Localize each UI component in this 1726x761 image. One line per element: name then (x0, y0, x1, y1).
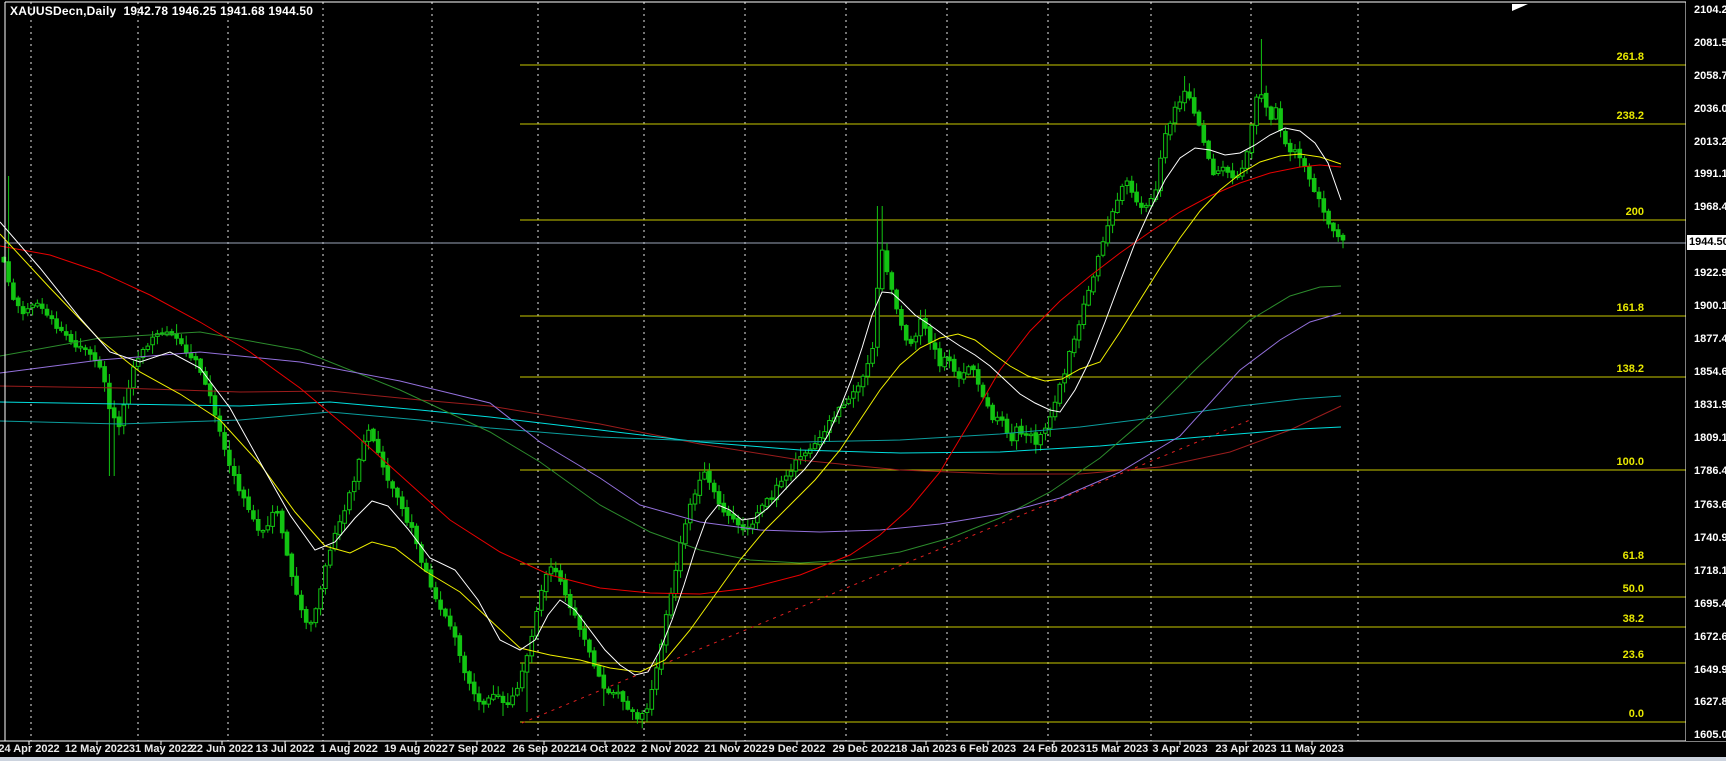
fib-level-label: 23.6 (1622, 649, 1644, 661)
price-axis-label: 1605.05 (1694, 729, 1726, 741)
time-axis-label: 26 Sep 2022 (512, 743, 576, 755)
fibonacci-lines[interactable] (520, 64, 1686, 723)
time-axis-label: 31 May 2022 (128, 743, 194, 755)
ma-aqua[interactable] (0, 401, 1342, 454)
time-axis-label: 29 Dec 2022 (832, 743, 896, 755)
time-axis-label: 11 May 2023 (1280, 743, 1344, 755)
window-bottom-strip (0, 757, 1726, 761)
time-axis-label: 22 Jun 2022 (190, 743, 254, 755)
fib-level-label: 61.8 (1622, 550, 1644, 562)
fib-level-label: 100.0 (1616, 456, 1644, 468)
price-axis-label: 2081.50 (1694, 37, 1726, 49)
price-axis-label: 2058.75 (1694, 70, 1726, 82)
price-axis-label: 1786.40 (1694, 465, 1726, 477)
fib-level-label: 50.0 (1622, 583, 1644, 595)
ma-green-slow[interactable] (0, 285, 1342, 564)
fib-level-label: 261.8 (1616, 51, 1644, 63)
ohlc-readout: 1942.78 1946.25 1941.68 1944.50 (123, 4, 314, 18)
price-axis-label: 1922.90 (1694, 267, 1726, 279)
time-axis-label: 12 May 2022 (64, 743, 130, 755)
price-axis-label: 2036.00 (1694, 103, 1726, 115)
price-axis-label: 1831.90 (1694, 399, 1726, 411)
time-axis-label: 9 Dec 2022 (768, 743, 826, 755)
time-axis-label: 19 Aug 2022 (384, 743, 448, 755)
fib-level-label: 200 (1625, 206, 1644, 218)
price-axis[interactable] (1686, 0, 1726, 741)
trendline[interactable] (521, 419, 1251, 724)
fib-level-label: 161.8 (1616, 302, 1644, 314)
price-axis-label: 1740.90 (1694, 532, 1726, 544)
time-axis-label: 6 Feb 2023 (959, 743, 1017, 755)
ma-purple[interactable] (0, 312, 1342, 533)
price-axis-label: 1968.40 (1694, 201, 1726, 213)
chart-shift-marker-icon[interactable] (1512, 4, 1528, 11)
fib-level-label: 238.2 (1616, 110, 1644, 122)
time-axis-label: 18 Jan 2023 (895, 743, 957, 755)
fib-level-label: 138.2 (1616, 363, 1644, 375)
fib-level-label: 0.0 (1628, 708, 1644, 720)
price-axis-label: 1627.80 (1694, 696, 1726, 708)
price-axis-label: 1991.15 (1694, 168, 1726, 180)
chart-title: XAUUSDecn,Daily 1942.78 1946.25 1941.68 … (10, 4, 313, 18)
time-axis-label: 24 Apr 2022 (0, 743, 60, 755)
symbol-timeframe-label: XAUUSDecn,Daily (10, 4, 117, 18)
price-axis-label: 1877.40 (1694, 333, 1726, 345)
price-axis-label: 1809.15 (1694, 432, 1726, 444)
price-axis-label: 1672.65 (1694, 631, 1726, 643)
time-axis-label: 3 Apr 2023 (1152, 743, 1208, 755)
time-axis-label: 7 Sep 2022 (448, 743, 506, 755)
bear-candle-bodies (1, 91, 1346, 720)
moving-average-lines (0, 127, 1342, 676)
price-axis-label: 2104.25 (1694, 4, 1726, 16)
time-axis-label: 2 Nov 2022 (641, 743, 699, 755)
price-axis-label: 1718.15 (1694, 565, 1726, 577)
ma-red[interactable] (0, 164, 1342, 595)
ma-yellow[interactable] (0, 153, 1342, 673)
time-axis-label: 21 Nov 2022 (704, 743, 768, 755)
candlestick-series (1, 39, 1346, 729)
time-axis-label: 23 Apr 2023 (1215, 743, 1277, 755)
time-axis-label: 13 Jul 2022 (255, 743, 315, 755)
price-axis-label: 2013.25 (1694, 136, 1726, 148)
price-axis-label: 1900.15 (1694, 300, 1726, 312)
time-axis-label: 1 Aug 2022 (320, 743, 378, 755)
fib-level-label: 38.2 (1622, 613, 1644, 625)
price-axis-label: 1695.40 (1694, 598, 1726, 610)
ma-teal[interactable] (0, 395, 1342, 443)
ma-darkred-slow[interactable] (0, 385, 1342, 475)
ma-white[interactable] (0, 127, 1342, 676)
price-axis-label: 1854.65 (1694, 366, 1726, 378)
price-axis-label: 1649.90 (1694, 664, 1726, 676)
price-axis-label: 1763.65 (1694, 499, 1726, 511)
last-price-badge: 1944.50 (1687, 235, 1726, 250)
time-axis-label: 15 Mar 2023 (1085, 743, 1149, 755)
time-axis-label: 24 Feb 2023 (1022, 743, 1086, 755)
time-axis-label: 14 Oct 2022 (574, 743, 636, 755)
